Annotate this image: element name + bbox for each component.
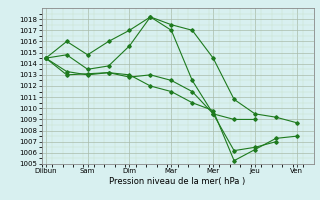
X-axis label: Pression niveau de la mer( hPa ): Pression niveau de la mer( hPa )	[109, 177, 246, 186]
